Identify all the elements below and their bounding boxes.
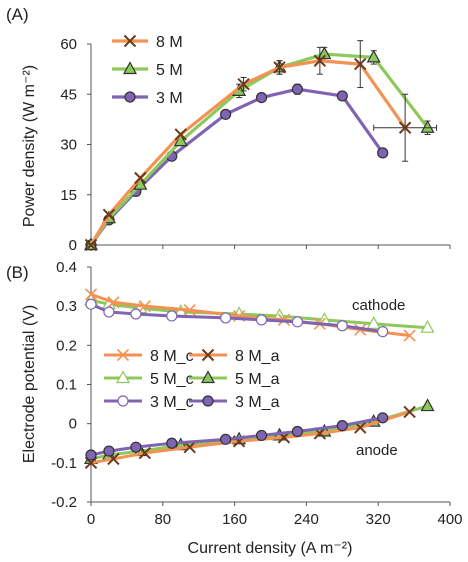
legend-label: 8 M: [156, 34, 183, 51]
data-point-8M: [313, 54, 327, 67]
data-point-3M_a: [291, 425, 304, 438]
legend-marker: [117, 395, 129, 407]
legend-marker: [116, 348, 130, 362]
panel-b-y-tick-label: 0.2: [56, 337, 77, 354]
panel-b-y-tick-label: -0.1: [51, 455, 77, 472]
data-point-8M_c: [107, 296, 120, 309]
legend-marker: [122, 61, 138, 75]
data-point-8M_a: [138, 446, 152, 460]
panel-b-y-tick-label: 0.3: [56, 298, 77, 315]
legend-marker: [202, 395, 214, 407]
data-point-5M_c: [420, 319, 435, 333]
data-point-3M: [377, 147, 389, 159]
legend-label: 8 M_c: [150, 348, 194, 365]
data-point-3M_a: [220, 433, 232, 445]
data-point-8M_a: [403, 405, 416, 419]
data-point-8M_c: [403, 329, 416, 342]
legend-label: 5 M_a: [235, 371, 280, 388]
data-point-8M: [134, 171, 147, 185]
data-point-3M_c: [377, 326, 389, 338]
series-line-5M: [89, 52, 429, 246]
legend-label: 5 M: [156, 62, 183, 79]
panel-b-x-tick-label: 400: [437, 511, 462, 528]
data-point-8M_c: [183, 304, 196, 317]
data-point-8M_c: [138, 300, 151, 313]
data-point-3M_a: [130, 441, 142, 453]
data-point-3M: [291, 83, 304, 95]
data-point-8M: [354, 57, 367, 71]
data-point-3M: [255, 91, 268, 104]
data-point-8M: [273, 61, 286, 74]
annotation-anode: anode: [356, 442, 398, 459]
panel-b-label: (B): [6, 263, 29, 282]
data-point-3M_c: [255, 314, 268, 326]
legend-label: 5 M_c: [150, 371, 194, 388]
annotation-cathode: cathode: [352, 297, 405, 314]
data-point-3M_a: [336, 420, 348, 432]
panel-b-y-tick-label: 0.4: [56, 259, 77, 276]
panel-a-y-tick-label: 45: [60, 86, 77, 103]
data-point-8M: [398, 121, 412, 134]
panel-b-x-tick-label: 320: [366, 511, 391, 528]
legend-marker: [123, 34, 137, 48]
data-point-8M: [237, 77, 250, 91]
data-point-3M_c: [336, 320, 348, 332]
data-point-8M: [174, 128, 187, 141]
data-point-8M_a: [107, 452, 120, 466]
data-point-3M_a: [103, 445, 115, 457]
data-point-8M: [102, 208, 116, 222]
data-point-3M_a: [255, 429, 268, 442]
data-point-5M: [317, 46, 332, 60]
panel-a-label: (A): [6, 5, 29, 24]
panel-b-y-tick-label: 0: [69, 416, 77, 433]
series-line-3M: [89, 87, 384, 246]
panel-b-x-tick-label: 240: [294, 511, 319, 528]
legend-label: 8 M_a: [235, 348, 280, 365]
panel-b-x-tick-label: 160: [222, 511, 247, 528]
data-point-3M_c: [291, 316, 304, 328]
panel-b-y-tick-label: 0.1: [56, 377, 77, 394]
panel-a-y-tick-label: 0: [69, 237, 77, 254]
data-point-3M_a: [85, 449, 97, 461]
legend-marker: [115, 370, 131, 384]
panel-b-plot: -0.2 -0.1 0 0.1 0.2 0.3 0.4 0 80 160 240 320 400 8 M_…: [51, 259, 462, 528]
panel-b-x-tick-label: 80: [154, 511, 171, 528]
data-point-3M_c: [220, 312, 232, 324]
legend-marker: [124, 91, 136, 103]
data-point-5M: [366, 49, 381, 63]
panel-b-xlabel: Current density (A m⁻²): [188, 540, 353, 557]
data-point-8M_a: [354, 421, 367, 434]
data-point-5M: [420, 119, 435, 133]
panel-a-ylabel: Power density (W m⁻²): [21, 65, 38, 227]
data-point-3M: [220, 108, 232, 120]
data-point-8M: [84, 238, 98, 252]
data-point-3M_c: [85, 298, 97, 310]
panel-a-y-tick-label: 15: [60, 187, 77, 204]
data-point-8M_c: [84, 288, 98, 301]
data-point-3M_a: [166, 437, 178, 449]
legend-label: 3 M: [156, 90, 183, 107]
data-point-3M_c: [130, 308, 142, 320]
data-point-8M_a: [183, 440, 196, 454]
panel-b-y-tick-label: -0.2: [51, 494, 77, 511]
data-point-8M_a: [313, 427, 327, 440]
panel-b-x-tick-label: 0: [87, 511, 95, 528]
data-point-3M_c: [103, 306, 115, 318]
data-point-3M: [336, 90, 348, 102]
panel-a-y-tick-label: 60: [60, 36, 77, 53]
panel-a-y-tick-label: 30: [60, 137, 77, 154]
data-point-3M_c: [166, 310, 178, 322]
panel-a-plot: 0 15 30 45 60 8 M 5 M 3 M: [60, 34, 451, 254]
data-point-5M_c: [366, 316, 381, 329]
data-point-5M: [173, 133, 188, 147]
panel-b-ylabel: Electrode potential (V): [21, 305, 38, 463]
legend-label: 3 M_c: [150, 394, 194, 411]
legend-marker: [201, 348, 215, 362]
data-point-5M_a: [420, 398, 435, 412]
legend-label: 3 M_a: [235, 394, 280, 411]
legend-marker: [200, 370, 216, 384]
data-point-3M_a: [377, 412, 389, 424]
